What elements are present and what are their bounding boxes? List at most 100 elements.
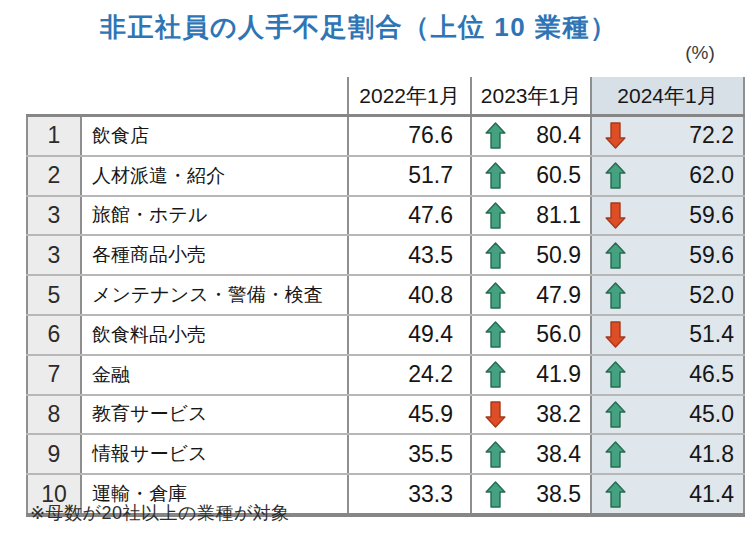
value-2024: 62.0 — [689, 162, 734, 189]
rank-cell: 3 — [27, 235, 81, 275]
value-2022-cell: 76.6 — [348, 116, 471, 156]
value-2024-cell: 59.6 — [591, 196, 744, 236]
value-2023: 41.9 — [536, 361, 581, 388]
industry-cell: 教育サービス — [81, 395, 348, 435]
col-header-2022: 2022年1月 — [348, 77, 471, 116]
industry-cell: 旅館・ホテル — [81, 196, 348, 236]
value-2023-cell: 50.9 — [471, 235, 591, 275]
down-arrow-icon — [605, 202, 626, 229]
value-2024: 41.8 — [689, 441, 734, 468]
value-2023-cell: 80.4 — [471, 116, 591, 156]
value-2024: 41.4 — [689, 481, 734, 508]
value-2022-cell: 40.8 — [348, 275, 471, 315]
value-2022: 51.7 — [408, 162, 453, 188]
rank-cell: 7 — [27, 355, 81, 395]
unit-label: (%) — [662, 42, 738, 64]
value-2024: 59.6 — [689, 242, 734, 269]
up-arrow-icon — [485, 122, 506, 149]
value-2024-cell: 51.4 — [591, 315, 744, 355]
value-2024-cell: 41.4 — [591, 474, 744, 515]
table-row: 3 旅館・ホテル 47.6 81.1 59.6 — [27, 196, 744, 236]
industry-cell: メンテナンス・警備・検査 — [81, 275, 348, 315]
value-2022-cell: 49.4 — [348, 315, 471, 355]
industry-cell: 各種商品小売 — [81, 235, 348, 275]
up-arrow-icon — [485, 441, 506, 468]
value-2023: 56.0 — [536, 321, 581, 348]
industry-cell: 情報サービス — [81, 434, 348, 474]
value-2022-cell: 45.9 — [348, 395, 471, 435]
rank-cell: 1 — [27, 116, 81, 156]
value-2022: 35.5 — [408, 441, 453, 467]
page-title: 非正社員の人手不足割合（上位 10 業種） — [100, 10, 617, 45]
value-2022: 45.9 — [408, 401, 453, 427]
down-arrow-icon — [485, 401, 506, 428]
up-arrow-icon — [605, 481, 626, 508]
industry-cell: 金融 — [81, 355, 348, 395]
value-2022-cell: 47.6 — [348, 196, 471, 236]
table-row: 2 人材派遣・紹介 51.7 60.5 62.0 — [27, 156, 744, 196]
table-row: 8 教育サービス 45.9 38.2 45.0 — [27, 395, 744, 435]
value-2022: 76.6 — [408, 122, 453, 148]
value-2024-cell: 72.2 — [591, 116, 744, 156]
up-arrow-icon — [605, 282, 626, 309]
industry-cell: 飲食店 — [81, 116, 348, 156]
up-arrow-icon — [485, 162, 506, 189]
value-2024: 52.0 — [689, 282, 734, 309]
value-2023-cell: 81.1 — [471, 196, 591, 236]
value-2024: 46.5 — [689, 361, 734, 388]
rank-cell: 3 — [27, 196, 81, 236]
value-2024-cell: 45.0 — [591, 395, 744, 435]
down-arrow-icon — [605, 122, 626, 149]
value-2024-cell: 46.5 — [591, 355, 744, 395]
col-header-2024: 2024年1月 — [591, 77, 744, 116]
value-2023: 81.1 — [536, 202, 581, 229]
up-arrow-icon — [485, 242, 506, 269]
value-2023-cell: 56.0 — [471, 315, 591, 355]
value-2023: 38.4 — [536, 441, 581, 468]
value-2024-cell: 62.0 — [591, 156, 744, 196]
value-2023-cell: 38.2 — [471, 395, 591, 435]
value-2023: 80.4 — [536, 122, 581, 149]
value-2022-cell: 35.5 — [348, 434, 471, 474]
up-arrow-icon — [485, 481, 506, 508]
value-2022: 40.8 — [408, 282, 453, 308]
table-row: 7 金融 24.2 41.9 46.5 — [27, 355, 744, 395]
table-row: 5 メンテナンス・警備・検査 40.8 47.9 52.0 — [27, 275, 744, 315]
value-2022-cell: 24.2 — [348, 355, 471, 395]
header-row: 2022年1月 2023年1月 2024年1月 — [27, 77, 744, 116]
value-2022: 24.2 — [408, 361, 453, 387]
footnote: ※母数が20社以上の業種が対象 — [30, 501, 290, 525]
header-spacer-rank — [27, 77, 81, 116]
table-row: 9 情報サービス 35.5 38.4 41.8 — [27, 434, 744, 474]
table-row: 3 各種商品小売 43.5 50.9 59.6 — [27, 235, 744, 275]
value-2023: 47.9 — [536, 282, 581, 309]
industry-cell: 飲食料品小売 — [81, 315, 348, 355]
up-arrow-icon — [485, 321, 506, 348]
value-2023: 38.2 — [536, 401, 581, 428]
up-arrow-icon — [605, 441, 626, 468]
col-header-2023: 2023年1月 — [471, 77, 591, 116]
shortage-table: 2022年1月 2023年1月 2024年1月 1 飲食店 76.6 80.4 … — [26, 77, 745, 517]
table-row: 6 飲食料品小売 49.4 56.0 51.4 — [27, 315, 744, 355]
up-arrow-icon — [605, 401, 626, 428]
up-arrow-icon — [485, 282, 506, 309]
value-2023-cell: 38.4 — [471, 434, 591, 474]
up-arrow-icon — [485, 202, 506, 229]
up-arrow-icon — [605, 242, 626, 269]
up-arrow-icon — [605, 162, 626, 189]
value-2023-cell: 60.5 — [471, 156, 591, 196]
value-2024-cell: 41.8 — [591, 434, 744, 474]
figure: 非正社員の人手不足割合（上位 10 業種） (%) 2022年1月 2023年1… — [0, 0, 756, 550]
up-arrow-icon — [485, 361, 506, 388]
value-2024-cell: 59.6 — [591, 235, 744, 275]
value-2024: 59.6 — [689, 202, 734, 229]
down-arrow-icon — [605, 321, 626, 348]
value-2022: 49.4 — [408, 321, 453, 347]
rank-cell: 6 — [27, 315, 81, 355]
up-arrow-icon — [605, 361, 626, 388]
value-2022-cell: 51.7 — [348, 156, 471, 196]
value-2022-cell: 33.3 — [348, 474, 471, 515]
value-2024: 51.4 — [689, 321, 734, 348]
value-2022: 47.6 — [408, 202, 453, 228]
rank-cell: 8 — [27, 395, 81, 435]
